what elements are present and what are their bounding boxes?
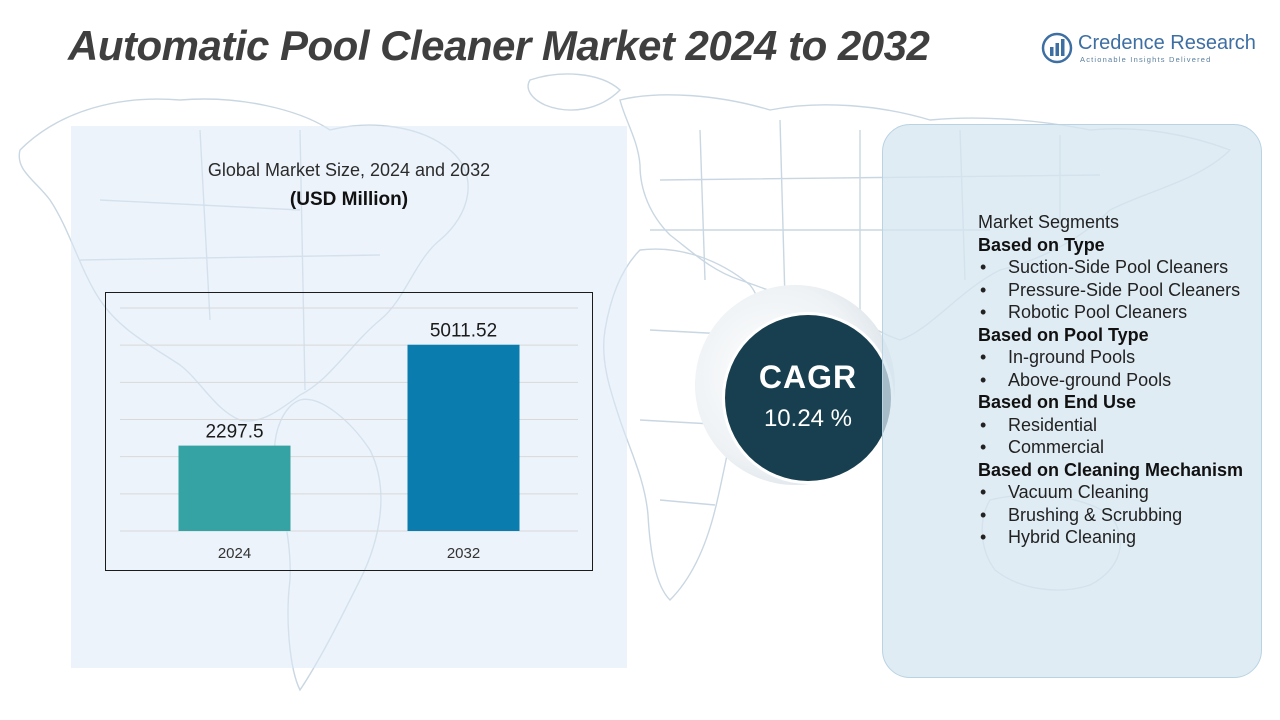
- segment-item: Above-ground Pools: [978, 369, 1258, 392]
- segment-item: Commercial: [978, 436, 1258, 459]
- segments-title: Market Segments: [978, 212, 1120, 232]
- segment-item: In-ground Pools: [978, 346, 1258, 369]
- data-label: 5011.52: [430, 321, 497, 342]
- x-tick-label: 2024: [218, 545, 251, 562]
- cagr-badge: CAGR 10.24 %: [725, 315, 891, 481]
- chart-panel: [71, 126, 627, 668]
- segment-item: Robotic Pool Cleaners: [978, 301, 1258, 324]
- chart-heading: Global Market Size, 2024 and 2032: [207, 160, 491, 180]
- segment-item: Pressure-Side Pool Cleaners: [978, 279, 1258, 302]
- chart-unit: (USD Million): [289, 189, 409, 210]
- segment-item: Suction-Side Pool Cleaners: [978, 256, 1258, 279]
- segment-item: Vacuum Cleaning: [978, 481, 1258, 504]
- brand-name: Credence Research: [1078, 32, 1256, 54]
- bar-chart: 2297.5 2024 5011.52 2032: [105, 292, 593, 571]
- brand-tagline: Actionable Insights Delivered: [1080, 55, 1212, 64]
- segments-list: Market Segments Based on Type Suction-Si…: [978, 211, 1258, 549]
- segment-item: Brushing & Scrubbing: [978, 504, 1258, 527]
- segment-item: Hybrid Cleaning: [978, 526, 1258, 549]
- cagr-label: CAGR: [758, 359, 858, 395]
- page-title: Automatic Pool Cleaner Market 2024 to 20…: [68, 22, 930, 69]
- x-tick-label: 2032: [447, 545, 480, 562]
- segment-heading: Based on Pool Type: [978, 324, 1149, 345]
- segments-panel: [882, 124, 1262, 678]
- bar-chart-circle-icon: [1041, 32, 1073, 64]
- segment-item: Residential: [978, 414, 1258, 437]
- data-label: 2297.5: [205, 422, 263, 443]
- bar: [407, 344, 520, 531]
- segment-heading: Based on Cleaning Mechanism: [978, 459, 1244, 480]
- bar: [178, 445, 291, 531]
- segment-heading: Based on End Use: [978, 392, 1137, 412]
- brand-logo: Credence Research Actionable Insights De…: [1040, 30, 1260, 70]
- segment-heading: Based on Type: [978, 234, 1105, 255]
- cagr-value: 10.24 %: [763, 405, 853, 432]
- bar-chart-svg: 2297.5 2024 5011.52 2032: [120, 307, 578, 562]
